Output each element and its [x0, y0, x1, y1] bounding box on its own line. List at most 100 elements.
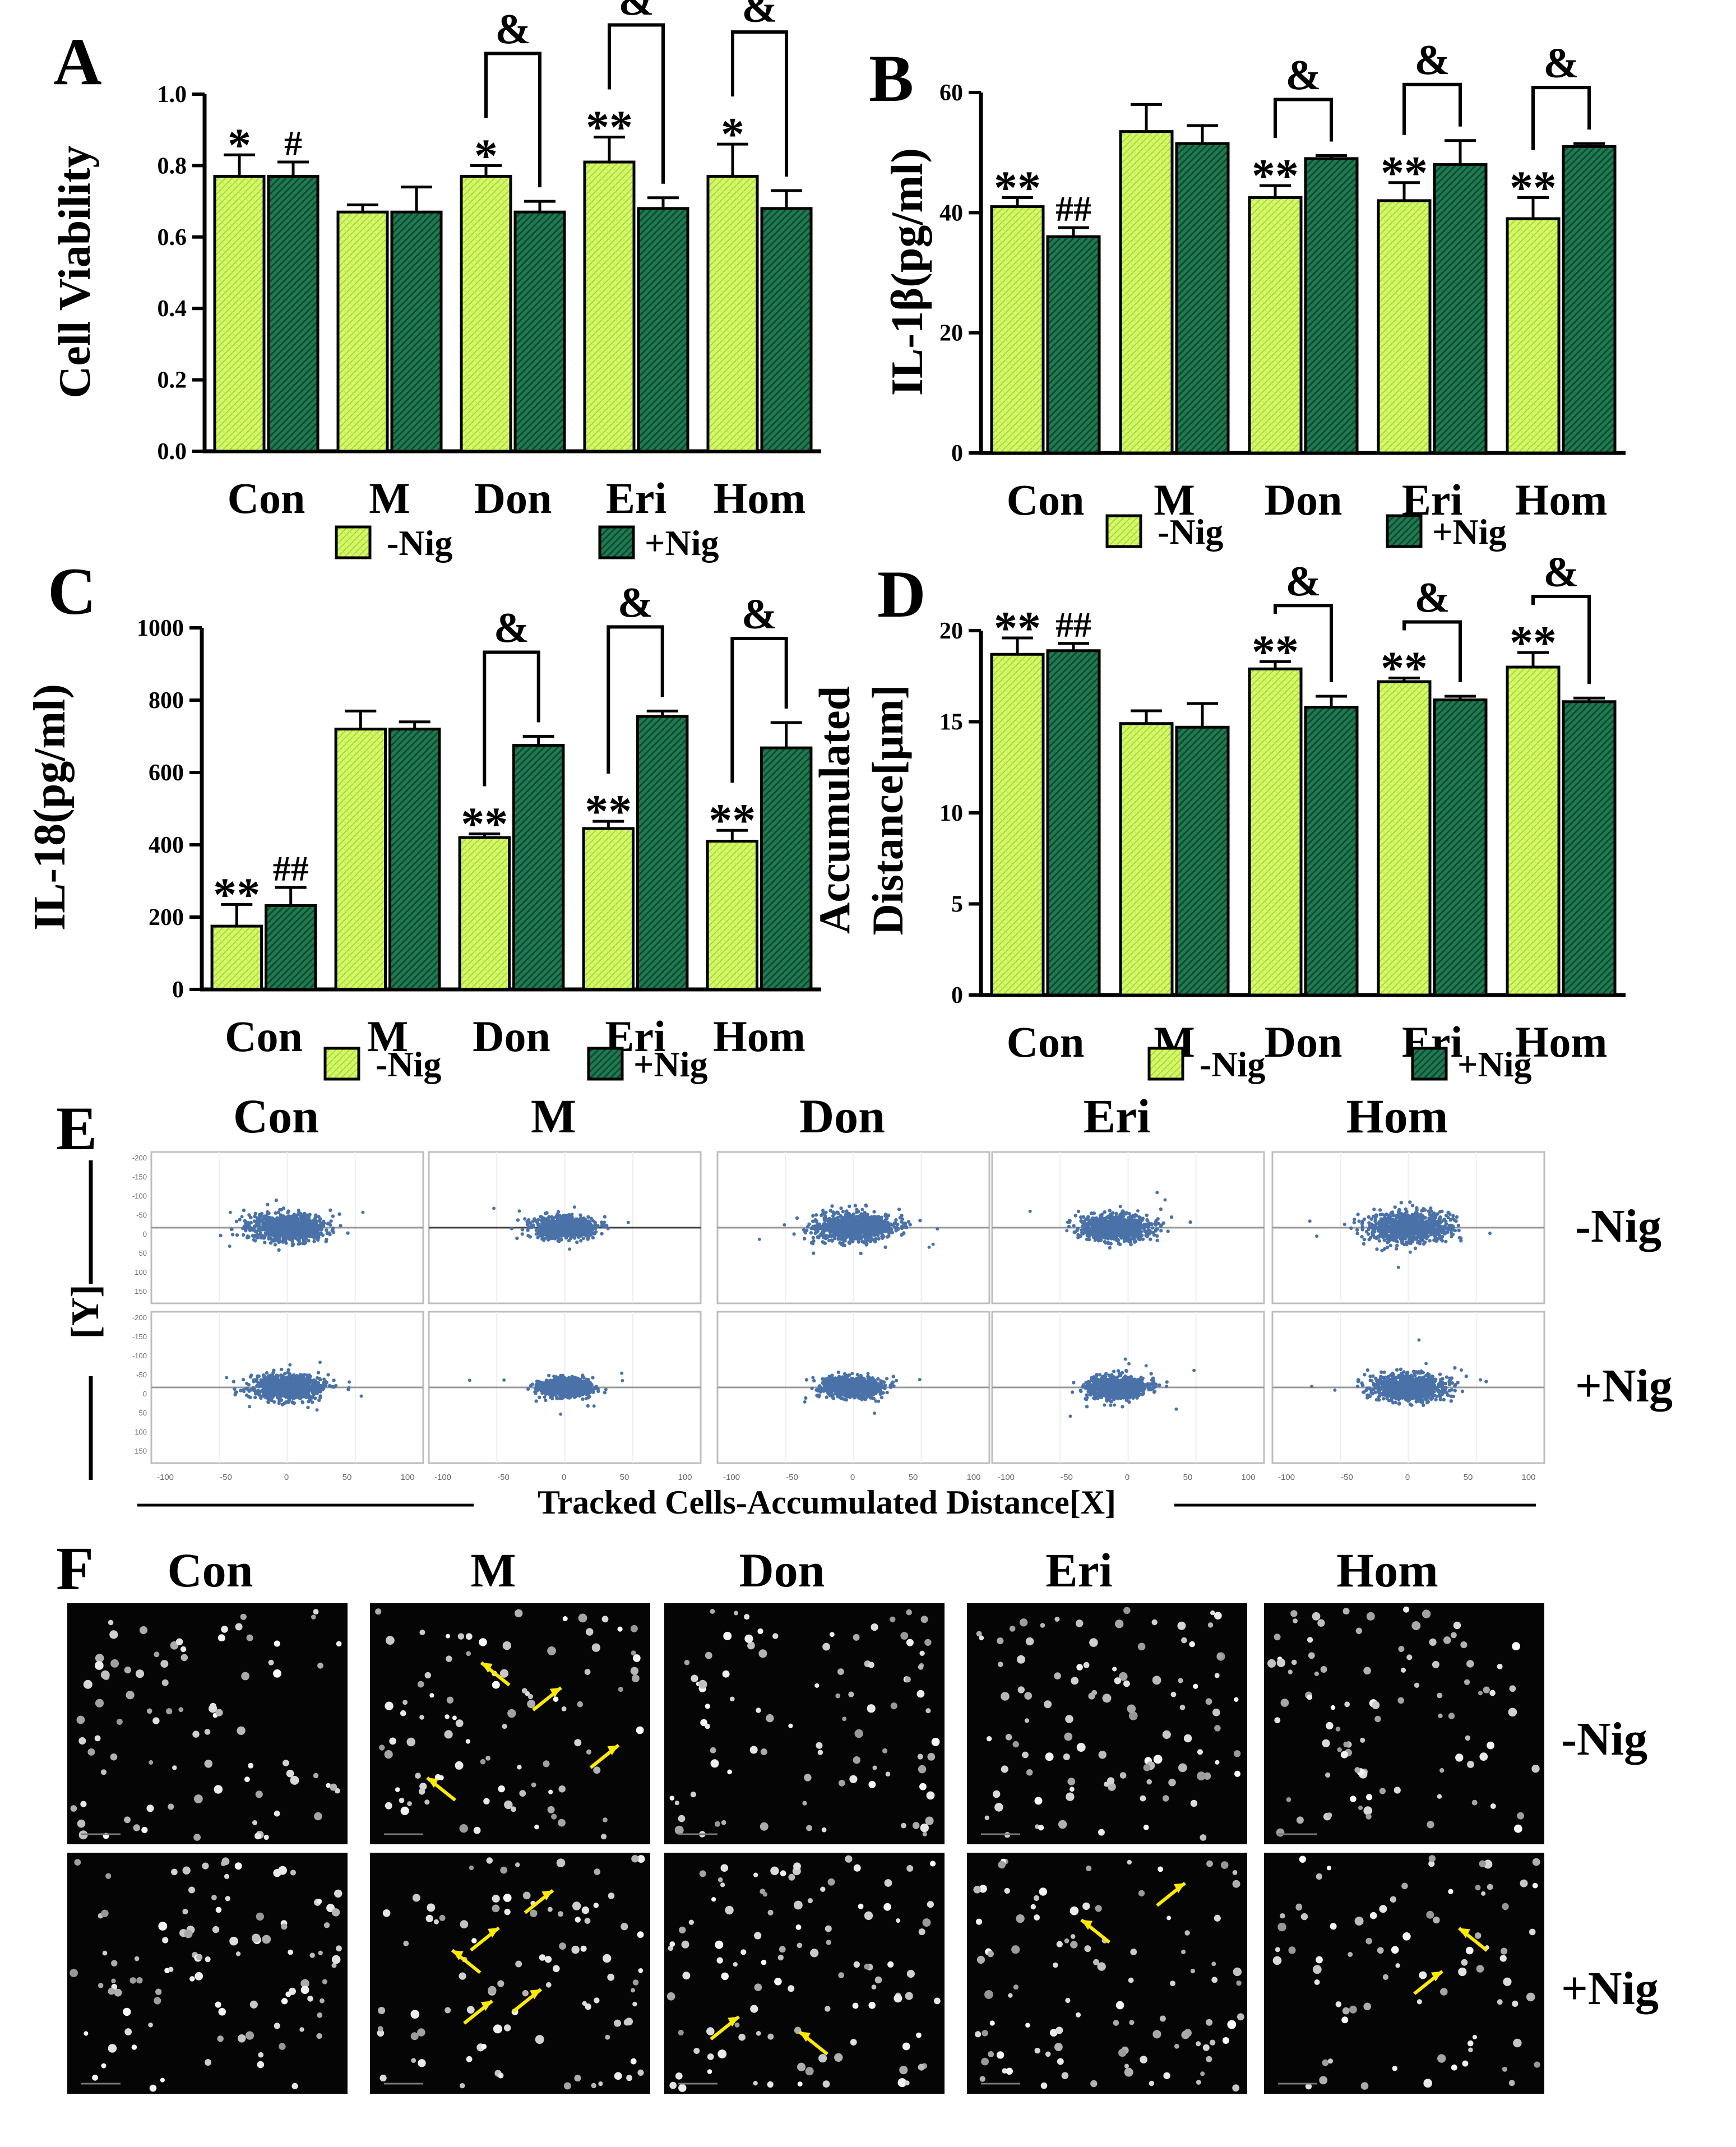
scatter-point — [1118, 1242, 1122, 1246]
scatter-point — [1408, 1220, 1411, 1224]
significance-mark: ** — [994, 602, 1041, 654]
y-tick-label: 0 — [951, 983, 963, 1008]
scatter-point — [492, 1206, 496, 1210]
scatter-point — [1387, 1214, 1391, 1218]
scatter-point — [556, 1239, 560, 1243]
scatter-point — [1372, 1207, 1376, 1211]
scatter-point — [1108, 1235, 1112, 1239]
scatter-point — [241, 1233, 246, 1237]
scatter-point — [1362, 1237, 1367, 1242]
bracket-label: & — [495, 6, 530, 53]
scatter-point — [1108, 1223, 1112, 1227]
scatter-point — [1067, 1225, 1071, 1229]
legend-swatch-minus — [335, 525, 372, 559]
y-tick-label: 200 — [149, 905, 184, 931]
scatter-point — [577, 1235, 581, 1239]
scatter-point — [1389, 1223, 1393, 1227]
bracket-label: & — [1414, 37, 1450, 84]
bar-plus-nig — [512, 744, 565, 991]
scatter-point — [848, 1204, 851, 1209]
scatter-point — [1095, 1236, 1099, 1240]
scatter-point — [565, 1217, 569, 1221]
scatter-point — [575, 1220, 580, 1224]
scatter-point — [1411, 1224, 1415, 1229]
scatter-point — [252, 1219, 257, 1223]
scatter-point — [1088, 1231, 1092, 1235]
scatter-point — [857, 1240, 861, 1244]
scatter-point — [520, 1228, 525, 1232]
scatter-point — [1112, 1227, 1115, 1231]
scatter-point — [536, 1236, 540, 1239]
scatter-point — [838, 1241, 842, 1245]
scatter-point — [1114, 1222, 1118, 1226]
bracket-label: & — [1543, 549, 1578, 596]
scatter-x-label: Tracked Cells-Accumulated Distance[X] — [538, 1484, 1116, 1521]
scatter-point — [257, 1228, 262, 1233]
scatter-point — [1096, 1221, 1100, 1225]
scatter-point — [1131, 1237, 1135, 1241]
scatter-point — [1415, 1211, 1419, 1216]
scatter-point — [545, 1211, 549, 1215]
comparison-bracket — [1274, 98, 1333, 142]
scatter-point — [261, 1223, 265, 1227]
scatter-point — [326, 1221, 330, 1225]
scatter-point — [1405, 1232, 1409, 1237]
significance-mark: ** — [1510, 617, 1557, 669]
scatter-point — [1169, 1215, 1174, 1219]
y-tick-label: 10 — [939, 801, 963, 826]
scatter-point — [550, 1236, 554, 1241]
scatter-point — [881, 1233, 885, 1237]
scatter-point — [1444, 1239, 1448, 1244]
scatter-point — [842, 1238, 846, 1242]
scatter-point — [1081, 1215, 1086, 1219]
scatter-point — [590, 1229, 594, 1233]
legend-label-minus: -Nig — [387, 523, 452, 563]
scatter-point — [1378, 1213, 1382, 1216]
significance-mark: * — [721, 108, 744, 160]
significance-mark: * — [474, 129, 498, 182]
scatter-point — [1080, 1228, 1084, 1232]
scatter-point — [316, 1233, 320, 1237]
scatter-point — [1395, 1243, 1399, 1248]
scatter-point — [1355, 1232, 1359, 1236]
scatter-point — [835, 1225, 840, 1229]
scatter-point — [1118, 1227, 1123, 1230]
scatter-point — [319, 1221, 323, 1225]
scatter-point — [899, 1220, 904, 1224]
scatter-point — [245, 1236, 249, 1239]
scatter-point — [328, 1208, 332, 1213]
scatter-point — [1156, 1221, 1160, 1225]
scatter-point — [833, 1236, 837, 1241]
scatter-point — [566, 1229, 570, 1233]
scatter-point — [1448, 1212, 1452, 1216]
scatter-point — [578, 1213, 582, 1217]
scatter-point — [316, 1229, 320, 1233]
bar-minus-nig — [706, 840, 758, 991]
scatter-point — [792, 1232, 796, 1236]
scatter-point — [602, 1220, 607, 1224]
y-tick-label: 1.0 — [158, 82, 187, 108]
scatter-point — [272, 1239, 276, 1243]
scatter-point — [822, 1233, 826, 1237]
legend-label-minus: -Nig — [376, 1044, 441, 1084]
x-tick-label: Don — [1265, 475, 1342, 524]
scatter-point — [1342, 1223, 1346, 1227]
scatter-point — [544, 1218, 548, 1221]
x-tick-label: Con — [1007, 1017, 1085, 1066]
scatter-point — [600, 1232, 604, 1236]
scatter-point — [258, 1233, 262, 1237]
scatter-point — [1396, 1265, 1400, 1269]
legend-swatch-minus — [323, 1047, 360, 1081]
scatter-point — [1457, 1228, 1461, 1233]
scatter-point — [559, 1231, 563, 1235]
scatter-point — [1308, 1219, 1312, 1223]
scatter-point — [827, 1238, 831, 1243]
scatter-point — [240, 1215, 244, 1219]
significance-mark: ** — [1252, 626, 1299, 678]
scatter-point — [1145, 1213, 1149, 1218]
bar-plus-nig — [1046, 235, 1101, 455]
scatter-point — [826, 1219, 830, 1224]
scatter-point — [849, 1224, 853, 1228]
